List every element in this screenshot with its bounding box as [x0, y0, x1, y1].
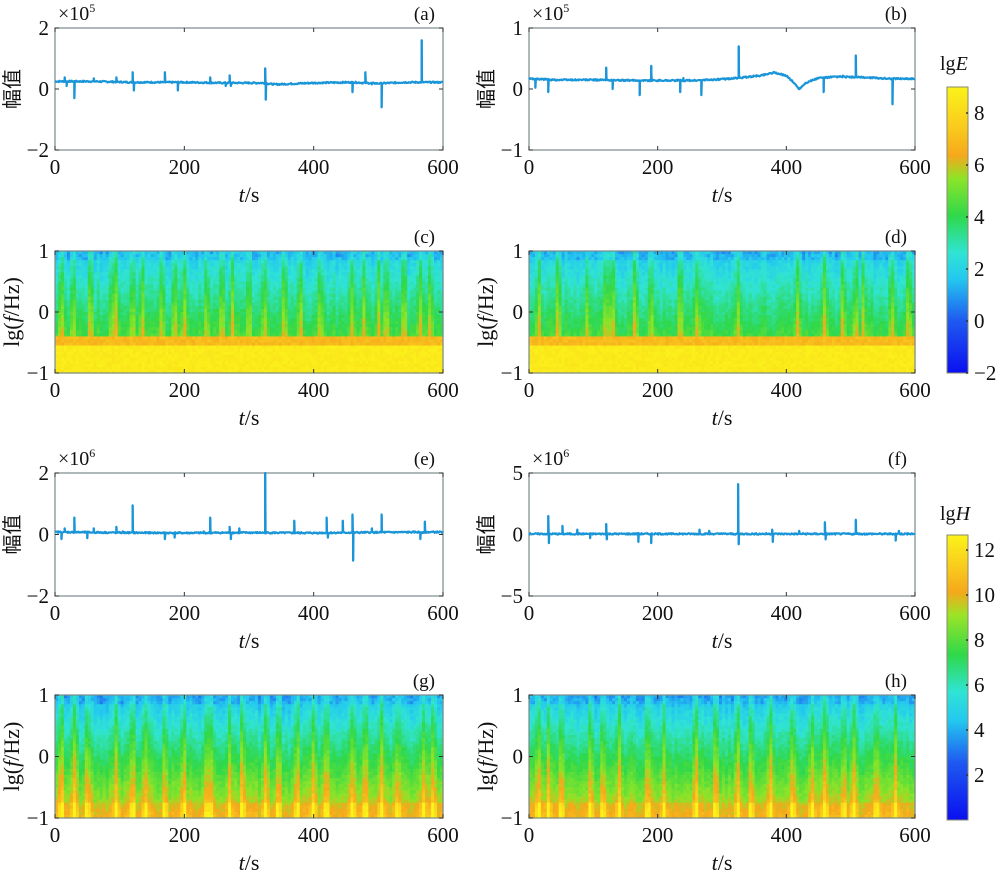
multiplier-exponent: 5 — [563, 1, 569, 15]
x-tick-label: 400 — [771, 155, 803, 179]
y-axis-title: 幅值 — [474, 69, 498, 109]
multiplier-base: ×10 — [58, 3, 89, 25]
x-tick-label: 0 — [50, 155, 61, 179]
y-tick-label: 1 — [513, 16, 524, 40]
y-tick-label: −2 — [27, 138, 49, 162]
x-tick-label: 400 — [298, 155, 330, 179]
x-tick-label: 200 — [169, 155, 201, 179]
y-tick-label: 0 — [39, 77, 50, 101]
plot-frame-b — [529, 28, 915, 150]
panels: 0 200 400 60020−2t/s幅值×105 (a)0 200 400 60010−1… — [0, 1, 931, 875]
panel-label-b: (b) — [885, 4, 907, 25]
y-axis-title: 幅值 — [0, 69, 24, 109]
x-axis-unit: /s — [718, 182, 733, 207]
y-multiplier: ×105 — [532, 1, 569, 25]
multiplier-exponent: 5 — [89, 1, 95, 15]
panel-b: 0 200 400 60010−1t/s幅值×105 (b) — [474, 1, 931, 207]
multiplier-base: ×10 — [532, 3, 563, 25]
signal-line-b — [529, 46, 915, 104]
x-tick-label: 600 — [899, 155, 931, 179]
plot-frame-a — [55, 28, 443, 150]
panel-label-a: (a) — [414, 4, 435, 25]
panel-a: 0 200 400 60020−2t/s幅值×105 (a) — [0, 1, 459, 207]
panel-c: 0 200 400 60010−1t/slg(f/Hz)(c) — [0, 227, 459, 430]
x-tick-label: 0 — [524, 155, 535, 179]
x-tick-label: 600 — [427, 155, 459, 179]
x-axis-title: t/s — [239, 182, 260, 207]
y-tick-label: 2 — [39, 16, 50, 40]
y-multiplier: ×105 — [58, 1, 95, 25]
x-tick-label: 200 — [642, 155, 674, 179]
signal-line-a — [55, 40, 443, 107]
y-tick-label: 0 — [513, 77, 524, 101]
x-axis-title: t/s — [712, 182, 733, 207]
heatmap-c — [55, 251, 444, 374]
x-axis-unit: /s — [245, 182, 260, 207]
y-tick-label: −1 — [501, 138, 523, 162]
